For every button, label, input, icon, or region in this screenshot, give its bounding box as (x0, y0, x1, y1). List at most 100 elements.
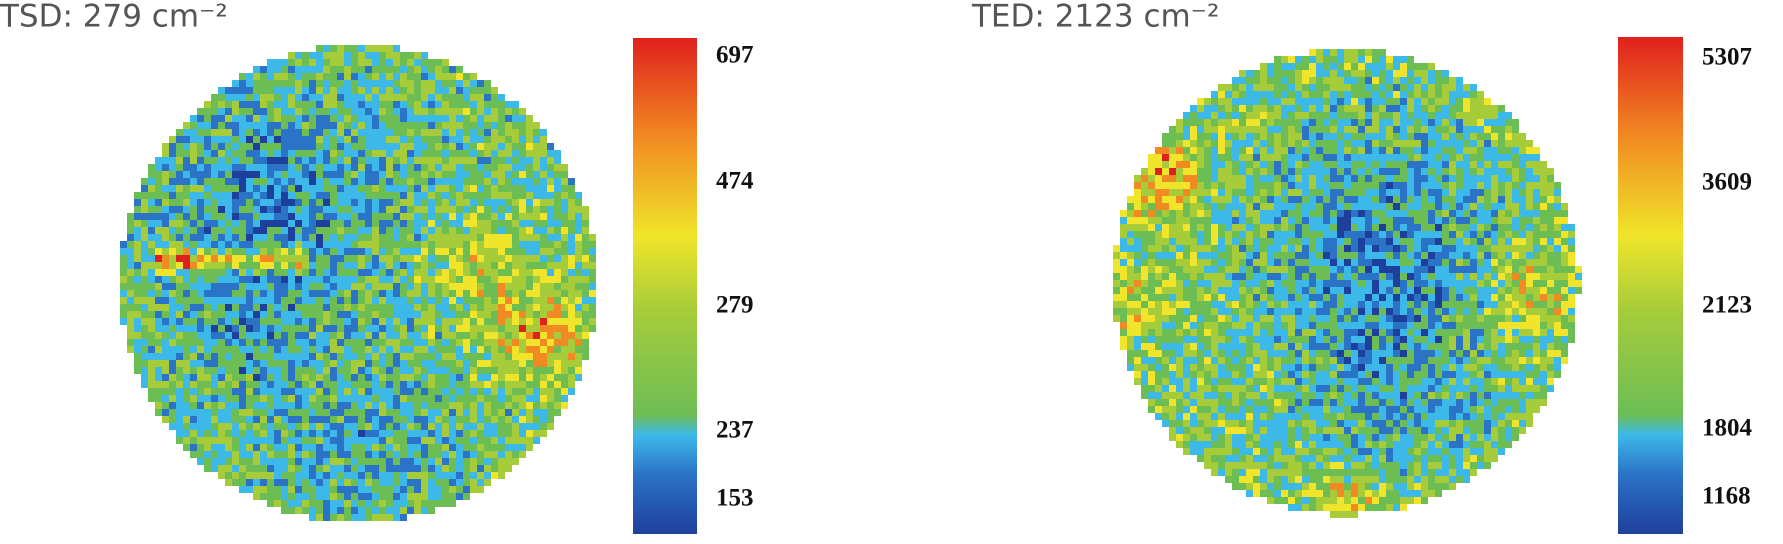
wafer-cell (330, 472, 337, 479)
wafer-cell (386, 339, 393, 346)
wafer-cell (344, 234, 351, 241)
wafer-cell (358, 514, 365, 521)
wafer-cell (344, 220, 351, 227)
wafer-cell (176, 213, 183, 220)
wafer-cell (330, 360, 337, 367)
wafer-cell (260, 150, 267, 157)
wafer-cell (589, 311, 596, 318)
wafer-cell (267, 388, 274, 395)
wafer-cell (246, 409, 253, 416)
wafer-cell (351, 493, 358, 500)
wafer-cell (498, 451, 505, 458)
wafer-cell (379, 192, 386, 199)
wafer-cell (330, 346, 337, 353)
wafer-cell (1316, 91, 1323, 98)
wafer-cell (190, 290, 197, 297)
wafer-cell (260, 227, 267, 234)
wafer-cell (148, 311, 155, 318)
wafer-cell (1225, 98, 1232, 105)
wafer-cell (358, 269, 365, 276)
wafer-cell (1372, 203, 1379, 210)
wafer-cell (1351, 70, 1358, 77)
wafer-cell (1330, 126, 1337, 133)
wafer-cell (512, 437, 519, 444)
wafer-cell (323, 59, 330, 66)
wafer-cell (190, 395, 197, 402)
wafer-cell (435, 458, 442, 465)
wafer-cell (365, 59, 372, 66)
wafer-cell (428, 472, 435, 479)
wafer-cell (505, 297, 512, 304)
wafer-cell (372, 171, 379, 178)
wafer-cell (1197, 140, 1204, 147)
wafer-cell (344, 332, 351, 339)
wafer-cell (554, 206, 561, 213)
wafer-cell (204, 122, 211, 129)
wafer-cell (1498, 105, 1505, 112)
wafer-cell (330, 283, 337, 290)
wafer-cell (372, 45, 379, 52)
wafer-cell (232, 262, 239, 269)
wafer-cell (1211, 126, 1218, 133)
wafer-cell (428, 255, 435, 262)
wafer-cell (155, 241, 162, 248)
wafer-cell (372, 206, 379, 213)
wafer-cell (1267, 84, 1274, 91)
wafer-cell (1309, 91, 1316, 98)
wafer-cell (1155, 161, 1162, 168)
wafer-cell (246, 304, 253, 311)
wafer-cell (344, 227, 351, 234)
wafer-cell (470, 297, 477, 304)
wafer-cell (1393, 56, 1400, 63)
wafer-cell (365, 444, 372, 451)
wafer-cell (540, 143, 547, 150)
wafer-cell (400, 94, 407, 101)
wafer-cell (1358, 140, 1365, 147)
wafer-cell (393, 213, 400, 220)
wafer-cell (253, 234, 260, 241)
wafer-cell (246, 164, 253, 171)
wafer-cell (386, 472, 393, 479)
wafer-cell (1351, 119, 1358, 126)
wafer-cell (491, 318, 498, 325)
panel-title: TSD: 279 cm⁻² (0, 0, 228, 35)
wafer-cell (442, 311, 449, 318)
wafer-cell (183, 325, 190, 332)
wafer-cell (1225, 91, 1232, 98)
wafer-cell (1211, 98, 1218, 105)
wafer-cell (302, 206, 309, 213)
wafer-cell (589, 304, 596, 311)
wafer-cell (239, 388, 246, 395)
wafer-cell (435, 59, 442, 66)
wafer-cell (288, 311, 295, 318)
wafer-cell (169, 346, 176, 353)
wafer-cell (1526, 224, 1533, 231)
wafer-cell (1498, 182, 1505, 189)
wafer-cell (568, 339, 575, 346)
wafer-cell (1351, 105, 1358, 112)
wafer-cell (218, 465, 225, 472)
wafer-cell (281, 213, 288, 220)
wafer-cell (1295, 84, 1302, 91)
wafer-cell (246, 178, 253, 185)
wafer-cell (1239, 182, 1246, 189)
wafer-cell (239, 73, 246, 80)
wafer-cell (379, 94, 386, 101)
wafer-cell (379, 269, 386, 276)
wafer-cell (295, 283, 302, 290)
wafer-cell (1316, 231, 1323, 238)
wafer-cell (1274, 189, 1281, 196)
wafer-cell (211, 283, 218, 290)
wafer-cell (393, 325, 400, 332)
wafer-cell (302, 318, 309, 325)
wafer-cell (281, 318, 288, 325)
wafer-cell (1218, 203, 1225, 210)
wafer-cell (1407, 77, 1414, 84)
wafer-cell (225, 157, 232, 164)
wafer-cell (372, 339, 379, 346)
wafer-cell (407, 52, 414, 59)
wafer-cell (449, 185, 456, 192)
wafer-cell (1491, 133, 1498, 140)
wafer-cell (498, 276, 505, 283)
wafer-cell (1295, 105, 1302, 112)
